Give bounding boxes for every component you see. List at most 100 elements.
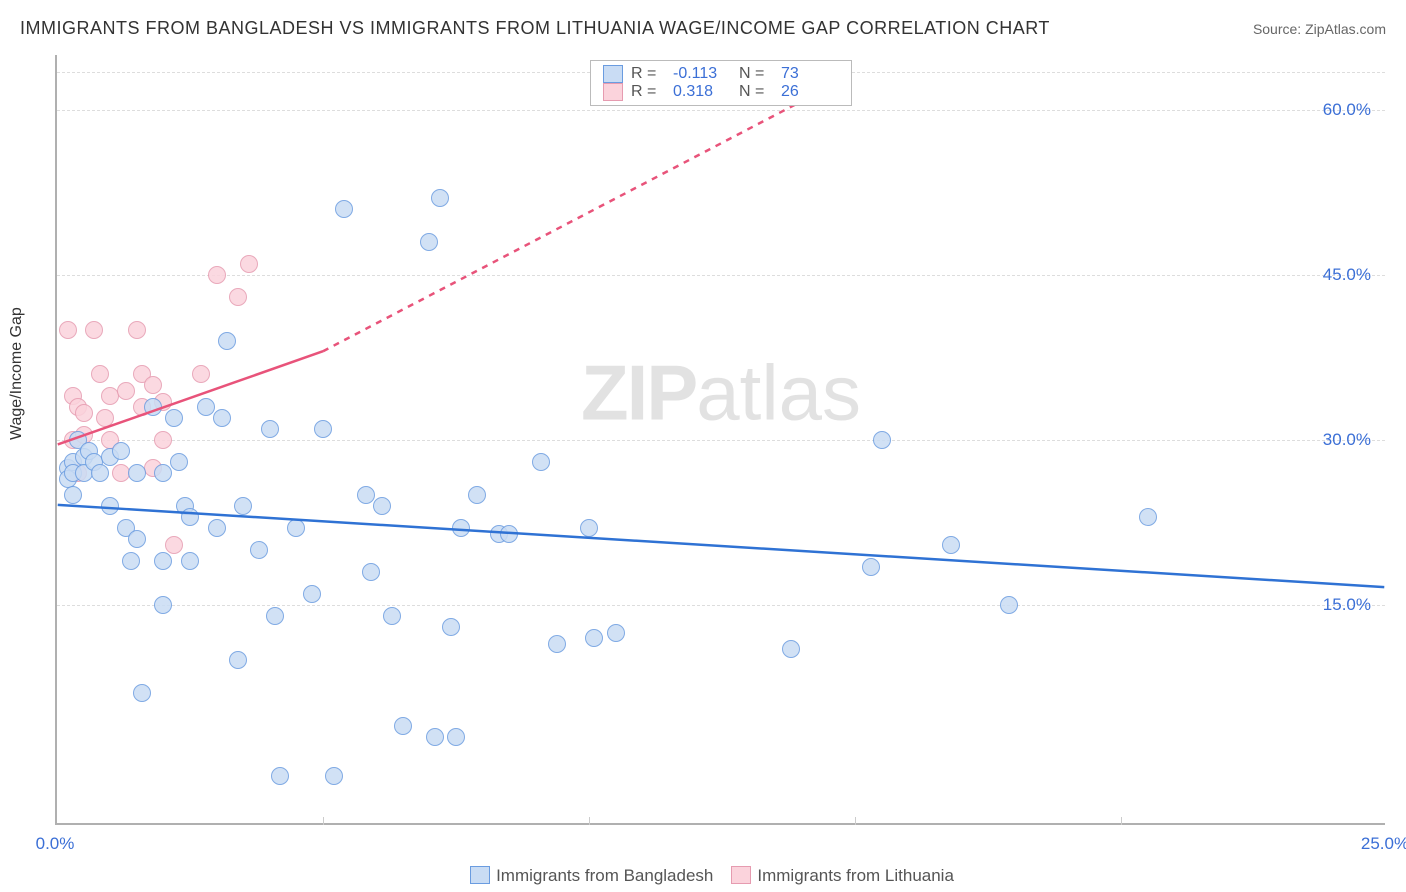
data-point-bangladesh: [181, 508, 199, 526]
data-point-bangladesh: [144, 398, 162, 416]
data-point-bangladesh: [261, 420, 279, 438]
legend-r-value: 0.318: [673, 83, 731, 101]
data-point-bangladesh: [181, 552, 199, 570]
data-point-lithuania: [85, 321, 103, 339]
data-point-bangladesh: [394, 717, 412, 735]
grid-line-h: [57, 110, 1385, 111]
data-point-bangladesh: [101, 497, 119, 515]
x-tick-label: 25.0%: [1361, 834, 1406, 854]
data-point-bangladesh: [420, 233, 438, 251]
grid-line-h: [57, 275, 1385, 276]
data-point-lithuania: [117, 382, 135, 400]
grid-line-h: [57, 605, 1385, 606]
chart-plot-area: R = -0.113N = 73R = 0.318 N = 26 ZIPatlas…: [55, 55, 1385, 825]
data-point-bangladesh: [942, 536, 960, 554]
data-point-bangladesh: [287, 519, 305, 537]
legend-series-label: Immigrants from Lithuania: [757, 866, 954, 885]
data-point-lithuania: [192, 365, 210, 383]
data-point-bangladesh: [234, 497, 252, 515]
data-point-lithuania: [128, 321, 146, 339]
data-point-bangladesh: [165, 409, 183, 427]
legend-swatch: [603, 83, 623, 101]
data-point-bangladesh: [266, 607, 284, 625]
data-point-bangladesh: [91, 464, 109, 482]
data-point-bangladesh: [271, 767, 289, 785]
data-point-bangladesh: [154, 596, 172, 614]
legend-series-label: Immigrants from Bangladesh: [496, 866, 713, 885]
data-point-bangladesh: [170, 453, 188, 471]
x-minor-tick: [855, 817, 856, 825]
data-point-bangladesh: [447, 728, 465, 746]
trend-line: [323, 88, 827, 351]
data-point-bangladesh: [362, 563, 380, 581]
data-point-bangladesh: [468, 486, 486, 504]
legend-swatch: [731, 866, 751, 884]
y-tick-label: 30.0%: [1323, 430, 1371, 450]
data-point-lithuania: [240, 255, 258, 273]
watermark-light: atlas: [696, 348, 861, 436]
legend-r-label: R =: [631, 65, 665, 83]
correlation-legend: R = -0.113N = 73R = 0.318 N = 26: [590, 60, 852, 106]
data-point-bangladesh: [208, 519, 226, 537]
data-point-bangladesh: [607, 624, 625, 642]
legend-row: R = 0.318 N = 26: [603, 83, 839, 101]
watermark-bold: ZIP: [581, 348, 696, 436]
data-point-bangladesh: [64, 486, 82, 504]
data-point-bangladesh: [357, 486, 375, 504]
data-point-bangladesh: [580, 519, 598, 537]
data-point-bangladesh: [154, 464, 172, 482]
data-point-bangladesh: [229, 651, 247, 669]
data-point-bangladesh: [431, 189, 449, 207]
data-point-lithuania: [96, 409, 114, 427]
data-point-bangladesh: [122, 552, 140, 570]
y-tick-label: 60.0%: [1323, 100, 1371, 120]
series-legend: Immigrants from Bangladesh Immigrants fro…: [0, 866, 1406, 886]
data-point-lithuania: [91, 365, 109, 383]
data-point-bangladesh: [303, 585, 321, 603]
legend-row: R = -0.113N = 73: [603, 65, 839, 83]
y-axis-label: Wage/Income Gap: [8, 307, 26, 440]
data-point-bangladesh: [548, 635, 566, 653]
legend-n-label: N =: [739, 83, 773, 101]
data-point-bangladesh: [373, 497, 391, 515]
data-point-bangladesh: [325, 767, 343, 785]
data-point-lithuania: [229, 288, 247, 306]
data-point-lithuania: [59, 321, 77, 339]
chart-title: IMMIGRANTS FROM BANGLADESH VS IMMIGRANTS…: [20, 18, 1050, 39]
data-point-bangladesh: [426, 728, 444, 746]
data-point-bangladesh: [500, 525, 518, 543]
legend-r-value: -0.113: [673, 65, 731, 83]
data-point-bangladesh: [585, 629, 603, 647]
y-tick-label: 15.0%: [1323, 595, 1371, 615]
zipatlas-watermark: ZIPatlas: [581, 347, 861, 438]
x-minor-tick: [589, 817, 590, 825]
data-point-bangladesh: [442, 618, 460, 636]
legend-n-value: 73: [781, 65, 839, 83]
x-minor-tick: [323, 817, 324, 825]
data-point-lithuania: [154, 431, 172, 449]
data-point-lithuania: [75, 404, 93, 422]
data-point-lithuania: [208, 266, 226, 284]
source-attribution: Source: ZipAtlas.com: [1253, 21, 1386, 37]
y-tick-label: 45.0%: [1323, 265, 1371, 285]
data-point-bangladesh: [314, 420, 332, 438]
data-point-bangladesh: [218, 332, 236, 350]
data-point-bangladesh: [128, 464, 146, 482]
data-point-bangladesh: [335, 200, 353, 218]
data-point-lithuania: [165, 536, 183, 554]
legend-r-label: R =: [631, 83, 665, 101]
data-point-lithuania: [144, 376, 162, 394]
trend-lines-layer: [57, 55, 1385, 823]
grid-line-h: [57, 440, 1385, 441]
data-point-bangladesh: [862, 558, 880, 576]
data-point-bangladesh: [213, 409, 231, 427]
data-point-bangladesh: [1139, 508, 1157, 526]
x-tick-label: 0.0%: [36, 834, 75, 854]
data-point-bangladesh: [128, 530, 146, 548]
data-point-bangladesh: [452, 519, 470, 537]
legend-swatch: [470, 866, 490, 884]
data-point-bangladesh: [250, 541, 268, 559]
legend-n-value: 26: [781, 83, 839, 101]
data-point-bangladesh: [112, 442, 130, 460]
data-point-bangladesh: [154, 552, 172, 570]
